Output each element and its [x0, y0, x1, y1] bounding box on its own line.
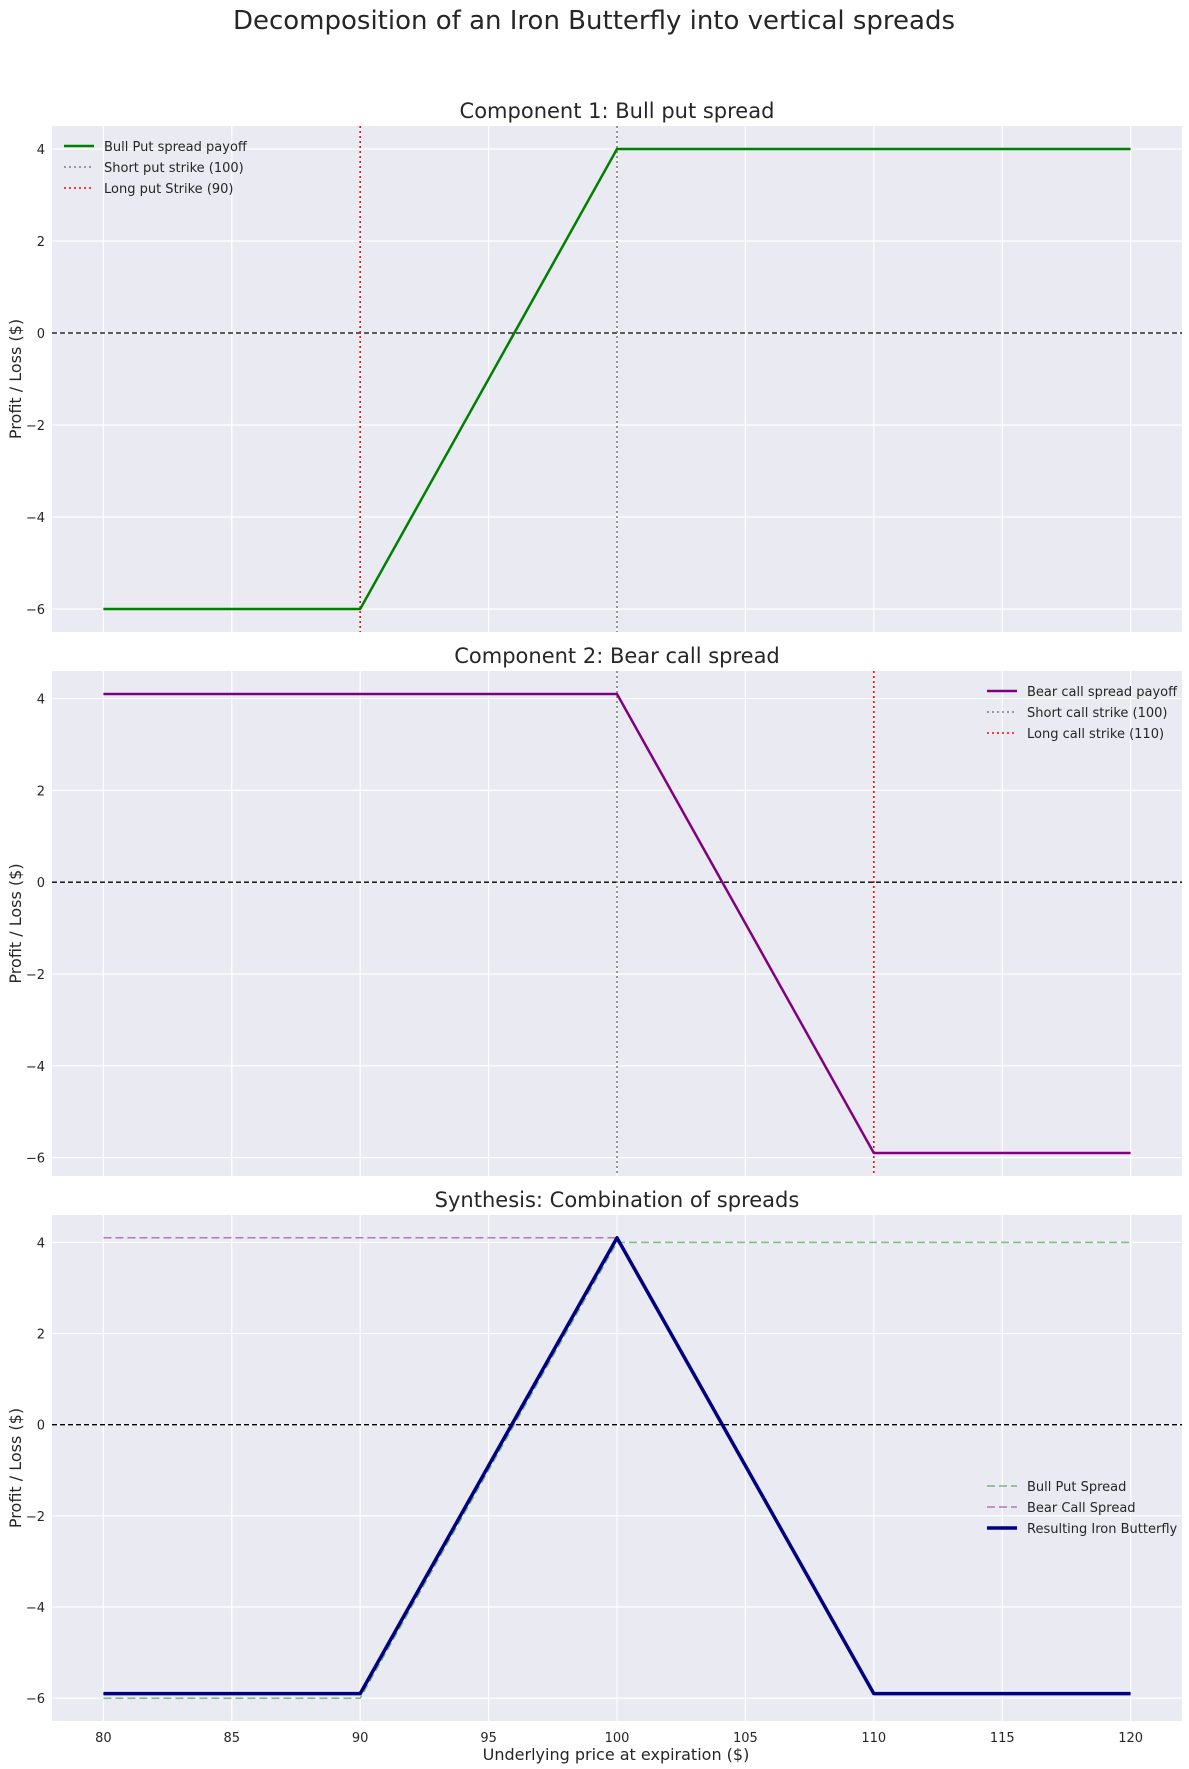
y-tick-label: −6	[26, 603, 45, 618]
series-line	[103, 692, 1131, 1155]
y-tick-label: 4	[37, 693, 45, 708]
y-tick-label: −2	[26, 968, 45, 983]
y-tick-label: 2	[37, 784, 45, 799]
panel-title: Component 2: Bear call spread	[454, 644, 780, 668]
y-axis-label: Profit / Loss ($)	[6, 863, 25, 983]
y-tick-label: −2	[26, 419, 45, 434]
panel-title: Synthesis: Combination of spreads	[435, 1188, 800, 1212]
y-tick-label: 4	[37, 143, 45, 158]
y-tick-label: 0	[37, 327, 45, 342]
x-tick-label: 100	[605, 1731, 630, 1746]
y-tick-label: 4	[37, 1236, 45, 1251]
panel-title: Component 1: Bull put spread	[460, 99, 775, 123]
legend-label: Bear call spread payoff	[1027, 685, 1178, 700]
legend: Bull Put spread payoff Short put strike (…	[64, 140, 248, 197]
y-axis-label: Profit / Loss ($)	[6, 1408, 25, 1528]
y-tick-label: 2	[37, 235, 45, 250]
x-tick-label: 80	[95, 1731, 112, 1746]
legend: Bull Put Spread Bear Call Spread Resulting…	[987, 1480, 1178, 1537]
y-tick-label: −2	[26, 1510, 45, 1525]
y-tick-label: −6	[26, 1152, 45, 1167]
legend-label: Short call strike (100)	[1027, 706, 1167, 721]
y-tick-label: −4	[26, 511, 45, 526]
x-tick-label: 105	[733, 1731, 758, 1746]
panel-1: −6 −4 −2 0 2 4 Component 1: Bull put spread Pro…	[6, 99, 1182, 632]
series-line	[103, 1236, 1131, 1696]
x-axis-label: Underlying price at expiration ($)	[483, 1745, 750, 1764]
x-tick-label: 115	[990, 1731, 1015, 1746]
y-tick-label: −6	[26, 1692, 45, 1707]
y-tick-label: 2	[37, 1328, 45, 1343]
series-line	[103, 147, 1131, 611]
x-tick-label: 85	[223, 1731, 240, 1746]
panel-3: −6 −4 −2 0 2 4 Synthesis: Combination of sprea…	[6, 1188, 1182, 1746]
series-line	[103, 1241, 1131, 1699]
legend-label: Long put Strike (90)	[104, 182, 234, 197]
x-tick-label: 90	[352, 1731, 369, 1746]
legend-label: Bull Put Spread	[1027, 1480, 1126, 1495]
legend-label: Short put strike (100)	[104, 161, 244, 176]
y-tick-label: −4	[26, 1060, 45, 1075]
figure-title: Decomposition of an Iron Butterfly into …	[233, 6, 955, 36]
y-tick-label: −4	[26, 1601, 45, 1616]
legend-label: Bull Put spread payoff	[104, 140, 248, 155]
y-tick-label: 0	[37, 1419, 45, 1434]
panel-2: −6 −4 −2 0 2 4 Component 2: Bear call spread Pr…	[6, 644, 1182, 1176]
legend: Bear call spread payoff Short call strike…	[987, 685, 1178, 742]
y-tick-label: 0	[37, 876, 45, 891]
x-tick-label: 120	[1118, 1731, 1143, 1746]
panels: −6 −4 −2 0 2 4 Component 1: Bull put spread Pro…	[6, 99, 1182, 1746]
legend-label: Long call strike (110)	[1027, 727, 1164, 742]
legend-label: Bear Call Spread	[1027, 1501, 1136, 1516]
x-tick-label: 95	[480, 1731, 497, 1746]
x-tick-label: 110	[861, 1731, 886, 1746]
legend-label: Resulting Iron Butterfly	[1027, 1522, 1178, 1537]
y-axis-label: Profit / Loss ($)	[6, 319, 25, 439]
